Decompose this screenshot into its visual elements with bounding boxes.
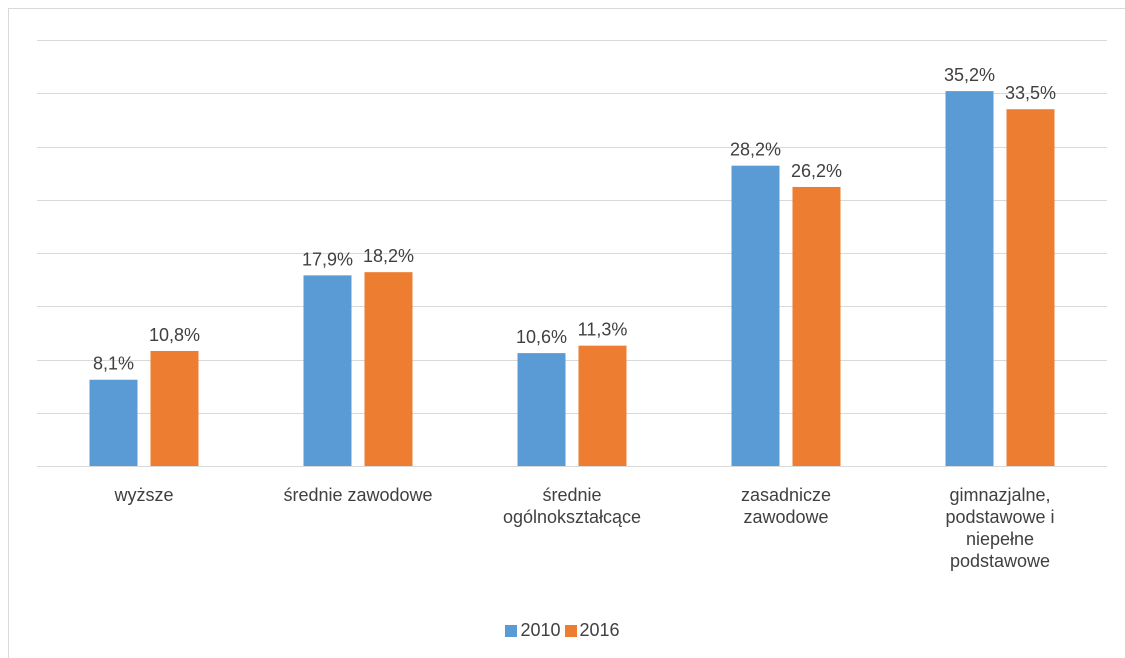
data-label: 11,3% [578, 320, 628, 340]
bar [578, 345, 627, 466]
x-tick-label: średnie zawodowe [283, 485, 433, 505]
data-label: 10,8% [149, 325, 200, 345]
data-label: 8,1% [93, 354, 134, 374]
bar [517, 353, 566, 466]
legend-label: 2016 [579, 620, 620, 640]
legend: 2010 2016 [0, 620, 1125, 641]
x-tick-label: wyższe [114, 485, 174, 505]
bar [89, 379, 138, 466]
bar [945, 91, 994, 467]
legend-label: 2010 [520, 620, 561, 640]
bar [303, 275, 352, 466]
legend-swatch [564, 625, 577, 637]
legend-swatch [505, 625, 518, 637]
bar [364, 272, 413, 466]
data-label: 35,2% [944, 65, 995, 85]
x-tick-label: zasadnicze zawodowe [740, 485, 832, 527]
legend-item: 2016 [564, 620, 620, 641]
chart-border [8, 8, 1125, 658]
data-label: 28,2% [730, 140, 781, 160]
bar [792, 186, 841, 466]
x-tick-label: średnie ogólnokształcące [502, 485, 642, 527]
data-label: 33,5% [1005, 83, 1056, 103]
data-label: 18,2% [363, 246, 414, 266]
x-tick-label: gimnazjalne, podstawowe i niepełne podst… [945, 485, 1055, 571]
legend-item: 2010 [505, 620, 561, 641]
bar [731, 165, 780, 467]
bar [1006, 109, 1055, 466]
data-label: 17,9% [302, 249, 353, 269]
bar [150, 350, 199, 466]
data-label: 10,6% [516, 327, 567, 347]
data-label: 26,2% [791, 161, 842, 181]
